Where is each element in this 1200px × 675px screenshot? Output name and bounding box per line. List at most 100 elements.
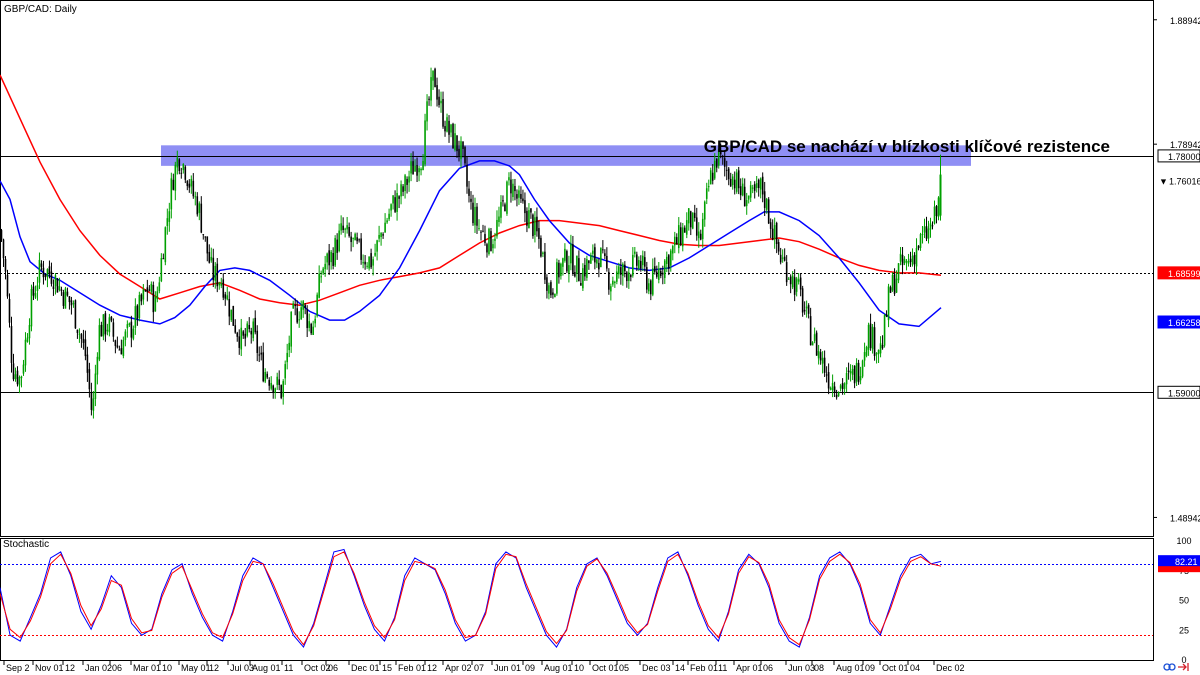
candle-body (735, 172, 738, 192)
candle-body (697, 231, 700, 239)
candle-body (436, 85, 438, 100)
sync-icon[interactable] (1163, 663, 1176, 671)
candle-body (452, 123, 454, 149)
candle-body (472, 202, 474, 224)
scroll-end-icon[interactable] (1178, 663, 1189, 671)
candle-body (140, 294, 143, 302)
candle-body (402, 186, 404, 192)
candle-body (208, 251, 211, 263)
candle-body (600, 248, 602, 268)
price-axis: 1.88942 1.78942 1.48942 (1153, 16, 1200, 523)
candle-body (642, 255, 644, 266)
candle-body (614, 281, 616, 284)
time-tick-label: Feb 01 (398, 663, 426, 673)
time-tick-label: Nov 01 (35, 663, 64, 673)
candle-body (322, 268, 324, 274)
candle-body (839, 385, 842, 389)
candle-body (725, 169, 728, 171)
stoch-tick-label: 100 (1176, 536, 1191, 546)
candle-body (92, 398, 95, 411)
candle-body (268, 379, 271, 386)
candle-body (354, 233, 356, 241)
candle-body (733, 179, 736, 189)
candle-body (863, 352, 866, 361)
candle-body (636, 254, 638, 266)
candle-body (556, 262, 558, 294)
candle-body (18, 377, 21, 386)
candle-body (386, 220, 388, 223)
time-tick-label: 04 (910, 663, 920, 673)
candle-body (182, 164, 185, 171)
candle-body (378, 234, 380, 239)
candle-body (24, 339, 27, 366)
candle-body (803, 309, 806, 312)
candle-body (478, 228, 480, 230)
candle-body (568, 265, 570, 273)
candle-body (334, 238, 336, 266)
candle-body (853, 365, 856, 384)
candle-body (889, 287, 892, 293)
candle-body (731, 176, 734, 186)
candle-body (773, 225, 776, 239)
candle-body (534, 217, 536, 235)
candle-body (50, 271, 53, 284)
candle-body (693, 212, 696, 219)
level-tag-top: 1.78000 (1168, 152, 1200, 162)
candle-body (592, 250, 594, 254)
candle-body (446, 117, 448, 132)
resistance-zone (161, 145, 971, 166)
candle-body (156, 291, 159, 300)
candle-body (416, 165, 418, 176)
candle-body (855, 362, 858, 382)
candle-body (909, 258, 912, 263)
candle-body (512, 183, 514, 198)
candle-body (502, 200, 504, 202)
candle-body (438, 96, 440, 106)
candle-body (661, 272, 664, 275)
candle-body (715, 158, 718, 168)
price-tick-label: 1.78942 (1170, 140, 1200, 150)
stochastic-axis: 100755025082.21 (1158, 536, 1200, 665)
candle-body (841, 383, 844, 390)
candle-body (150, 283, 153, 292)
candle-body (424, 120, 426, 165)
ma-fast-tag: 1.66258 (1168, 318, 1200, 328)
candle-body (823, 357, 826, 373)
stochastic-d-line (0, 551, 942, 646)
candle-body (410, 161, 412, 174)
candle-body (931, 225, 934, 227)
time-tick-label: Aug 01 (544, 663, 573, 673)
candle-body (162, 258, 165, 260)
candle-body (675, 237, 678, 245)
candle-body (42, 267, 45, 278)
candle-body (885, 314, 888, 317)
time-tick-label: 12 (427, 663, 437, 673)
candle-body (867, 324, 870, 350)
candle-body (771, 228, 774, 241)
candle-body (374, 252, 376, 256)
candle-body (248, 325, 251, 330)
candle-body (84, 339, 87, 357)
candle-body (114, 340, 117, 346)
candle-body (132, 328, 135, 339)
candle-body (70, 300, 73, 306)
candle-body (663, 260, 666, 278)
time-tick-label: 12 (65, 663, 75, 673)
candle-body (544, 251, 546, 280)
candle-body (691, 212, 694, 229)
candle-body (312, 326, 314, 335)
candle-body (224, 294, 227, 299)
candle-body (550, 282, 552, 296)
candle-body (638, 260, 640, 269)
candle-body (632, 254, 634, 276)
time-tick-label: Dec 01 (351, 663, 380, 673)
candle-body (220, 282, 223, 286)
candle-body (216, 263, 219, 287)
candle-body (532, 214, 534, 237)
candle-body (218, 282, 221, 286)
candle-body (372, 259, 374, 266)
candle-body (342, 225, 344, 230)
candle-body (508, 177, 510, 181)
candle-body (82, 338, 85, 343)
candle-body (574, 271, 576, 277)
